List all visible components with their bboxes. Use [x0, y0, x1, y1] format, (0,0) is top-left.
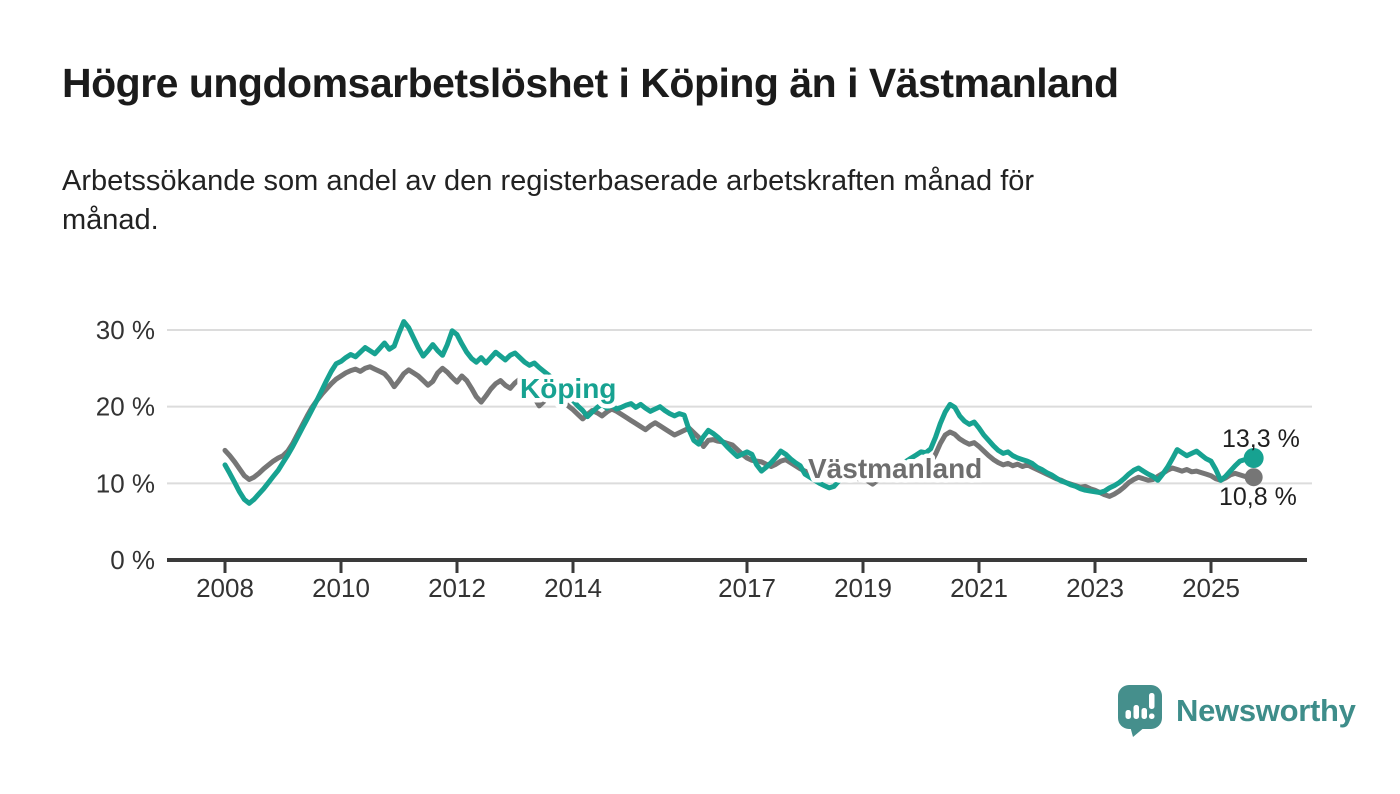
page-subtitle: Arbetssökande som andel av den registerb…	[62, 162, 1034, 240]
newsworthy-logo-icon	[1118, 685, 1162, 737]
y-tick-label-10: 10 %	[96, 468, 155, 498]
y-tick-label-30: 30 %	[96, 315, 155, 345]
y-tick-label-0: 0 %	[110, 545, 155, 575]
x-tick-label-2017: 2017	[718, 573, 776, 603]
series-label-vastmanland: Västmanland	[808, 453, 982, 484]
newsworthy-brand: Newsworthy	[1117, 684, 1356, 737]
newsworthy-brand-name: Newsworthy	[1176, 692, 1356, 728]
series-end-value-vastmanland: 10,8 %	[1219, 483, 1297, 511]
x-tick-label-2023: 2023	[1066, 573, 1124, 603]
x-tick-label-2025: 2025	[1182, 573, 1240, 603]
subtitle-line-1: Arbetssökande som andel av den registerb…	[62, 165, 1035, 197]
x-tick-label-2021: 2021	[950, 573, 1008, 603]
x-tick-label-2012: 2012	[428, 573, 486, 603]
series-end-value-koping: 13,3 %	[1222, 425, 1300, 453]
series-line-koping	[222, 319, 1253, 506]
series-label-koping: Köping	[520, 373, 616, 404]
subtitle-line-2: månad.	[62, 204, 159, 236]
x-tick-label-2010: 2010	[312, 573, 370, 603]
page-title: Högre ungdomsarbetslöshet i Köping än i …	[62, 60, 1119, 106]
series-end-dot-vastmanland	[1244, 468, 1263, 487]
x-tick-label-2014: 2014	[544, 573, 602, 603]
y-tick-label-20: 20 %	[96, 392, 155, 422]
x-tick-label-2019: 2019	[834, 573, 892, 603]
series-end-dot-koping	[1243, 448, 1264, 469]
series-line-vastmanland	[222, 364, 1253, 499]
x-tick-label-2008: 2008	[196, 573, 254, 603]
